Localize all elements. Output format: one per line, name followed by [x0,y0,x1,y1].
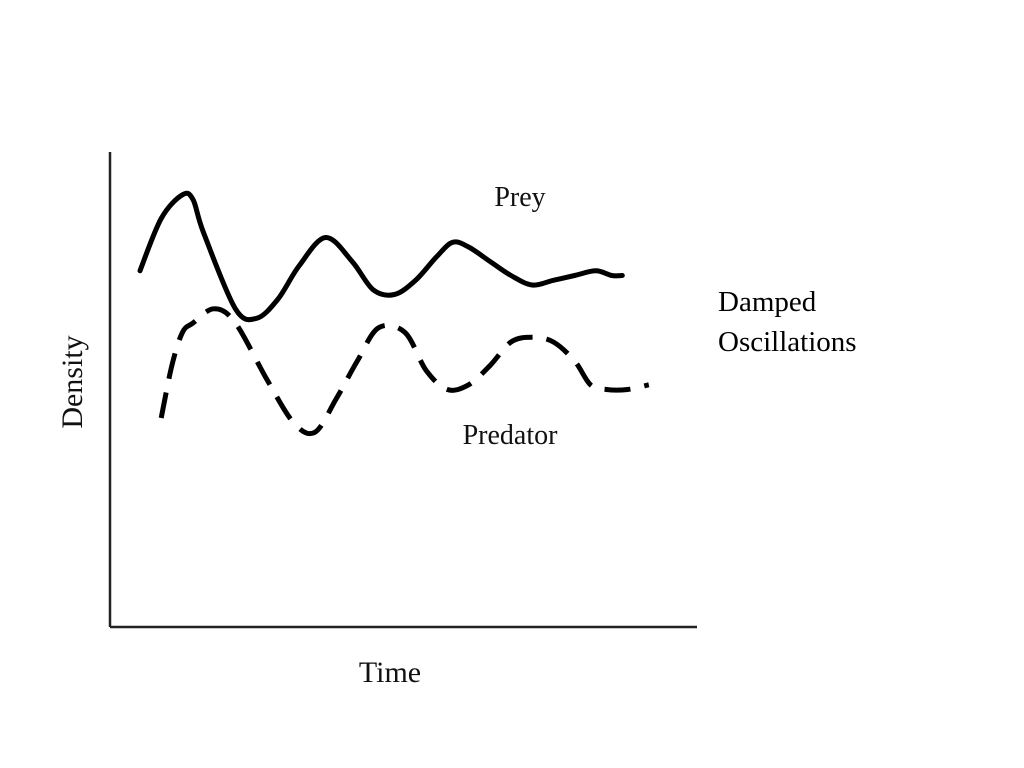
x-axis-label: Time [359,656,421,689]
series-line-prey [137,190,625,323]
side-caption-line2: Oscillations [718,326,857,358]
series-layer [137,190,650,437]
series-label-prey: Prey [494,182,545,213]
series-label-predator: Predator [463,420,559,451]
side-caption-line1: Damped [718,286,817,318]
y-axis-label: Density [56,335,89,428]
series-line-predator [158,306,650,437]
side-caption: Damped Oscillations [718,282,857,362]
axes [108,152,697,629]
